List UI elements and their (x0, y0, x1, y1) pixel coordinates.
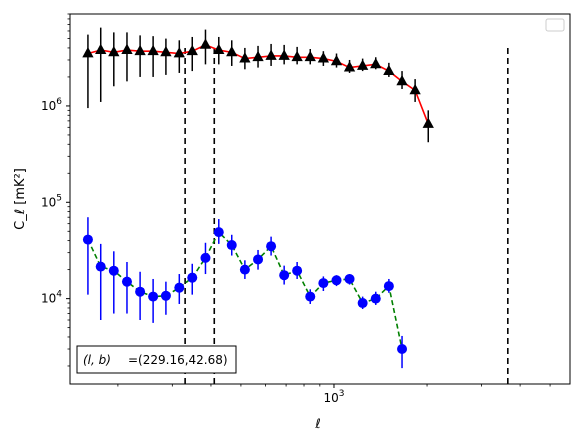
y-tick-label-0: 104 (41, 290, 62, 306)
series-1-point-0 (82, 234, 93, 245)
series-0-point-15 (278, 49, 290, 60)
series-1-point-14 (266, 241, 277, 252)
x-axis-label: ℓ (314, 417, 320, 432)
series-0-point-7 (173, 47, 185, 58)
series-0-point-10 (213, 43, 225, 54)
series-0-point-20 (343, 61, 356, 72)
series-1-point-16 (292, 265, 303, 276)
series-0-point-22 (370, 57, 382, 69)
series-0-point-25 (409, 83, 421, 95)
series-1-point-24 (397, 344, 408, 355)
series-1-point-15 (279, 270, 290, 281)
series-0-point-21 (356, 59, 369, 70)
series-0-point-2 (108, 45, 120, 57)
series-1-point-20 (344, 273, 355, 284)
series-1-point-13 (253, 254, 264, 265)
series-0-point-17 (304, 50, 316, 62)
series-0-point-18 (317, 52, 330, 63)
series-1-point-10 (213, 227, 224, 238)
series-1-point-1 (95, 261, 106, 272)
series-1-point-18 (318, 278, 329, 289)
legend-box (545, 18, 565, 32)
series-0-point-1 (95, 43, 107, 54)
annotation-box: (l, b) =(229.16,42.68) (76, 345, 237, 374)
series-1 (82, 217, 408, 369)
series-1-point-11 (226, 240, 237, 251)
series-0-point-24 (396, 74, 408, 86)
series-1-point-7 (174, 282, 185, 293)
reference-lines (184, 47, 509, 384)
series-0-point-11 (226, 45, 238, 57)
series-1-point-19 (331, 275, 342, 286)
series-0-point-16 (291, 50, 303, 62)
x-tick-label-0: 103 (323, 389, 344, 405)
series-1-point-3 (121, 276, 132, 287)
series-0-point-6 (160, 45, 172, 57)
series-0-point-3 (121, 43, 133, 54)
y-axis: 104 105 106 (41, 13, 70, 367)
series-1-point-12 (239, 264, 250, 275)
series-1-point-8 (187, 272, 198, 283)
series-1-point-21 (357, 298, 368, 309)
data-series (82, 27, 434, 369)
series-1-point-17 (305, 291, 316, 302)
series-1-point-2 (108, 265, 119, 276)
series-0-point-5 (147, 44, 159, 56)
series-0-point-13 (252, 50, 264, 62)
y-axis-label: C_ℓ [mK²] (13, 168, 28, 230)
series-1-point-6 (160, 290, 171, 301)
annotation-prefix: (l, b) (83, 353, 111, 367)
x-axis: 103 (117, 384, 551, 405)
series-0-point-8 (186, 44, 198, 56)
series-0 (82, 27, 434, 143)
series-0-point-9 (199, 38, 212, 49)
series-1-point-22 (370, 293, 381, 304)
series-1-point-5 (148, 291, 159, 302)
series-0-point-12 (239, 52, 251, 63)
y-tick-label-1: 105 (41, 193, 62, 209)
series-1-point-4 (135, 286, 146, 297)
series-1-point-23 (383, 281, 394, 292)
series-0-point-4 (134, 44, 146, 56)
series-0-point-14 (265, 49, 277, 60)
series-1-point-9 (200, 252, 211, 263)
y-tick-label-2: 106 (41, 97, 62, 113)
annotation-value: =(229.16,42.68) (128, 353, 228, 367)
series-0-point-0 (82, 47, 94, 58)
series-0-point-23 (383, 64, 395, 75)
series-0-point-19 (330, 54, 343, 66)
series-0-point-26 (422, 117, 434, 128)
